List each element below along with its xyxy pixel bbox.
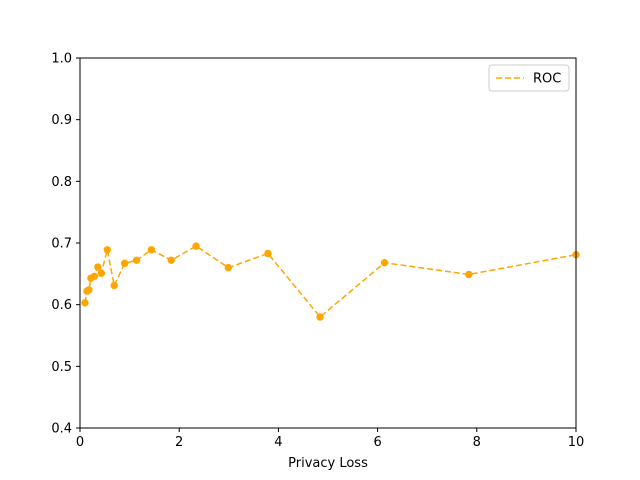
plot-frame	[79, 57, 577, 429]
plot-area	[80, 58, 576, 428]
series-line-roc	[84, 245, 577, 319]
data-point	[94, 263, 102, 271]
data-point	[132, 256, 141, 264]
data-point	[264, 249, 272, 258]
data-point	[103, 246, 111, 254]
series-group	[81, 242, 580, 321]
y-tick-label: 0.5	[51, 360, 72, 375]
x-tick-label: 8	[473, 435, 481, 450]
data-point	[90, 272, 99, 280]
y-tick-label: 0.8	[51, 175, 72, 190]
data-point	[110, 281, 118, 290]
y-tick-label: 1.0	[51, 52, 72, 67]
data-point	[224, 263, 233, 272]
data-point	[81, 299, 89, 307]
y-tick-label: 0.9	[51, 113, 72, 128]
x-tick-label: 6	[373, 435, 381, 450]
data-point	[167, 256, 175, 264]
y-tick-label: 0.7	[51, 237, 72, 252]
x-tick-label: 10	[568, 435, 585, 450]
x-tick-label: 0	[76, 435, 84, 450]
y-tick-label: 0.6	[51, 298, 72, 313]
data-point	[97, 269, 106, 277]
y-tick-label: 0.4	[51, 422, 72, 437]
data-point	[85, 286, 93, 294]
x-axis-label: Privacy Loss	[288, 456, 368, 471]
data-point	[465, 270, 473, 279]
data-point	[316, 313, 324, 321]
x-tick-label: 4	[274, 435, 282, 450]
axis-ticks: 0 2 4 6 8 10 0.4 0.5 0.6 0.7 0.8 0.9 1.0	[51, 52, 584, 451]
legend: ROC	[488, 64, 570, 92]
legend-label-roc: ROC	[533, 72, 561, 87]
data-point	[147, 246, 156, 254]
legend-frame	[488, 64, 570, 92]
data-point	[120, 259, 129, 268]
data-point	[380, 259, 389, 267]
data-point	[192, 242, 200, 250]
x-tick-label: 2	[175, 435, 183, 450]
